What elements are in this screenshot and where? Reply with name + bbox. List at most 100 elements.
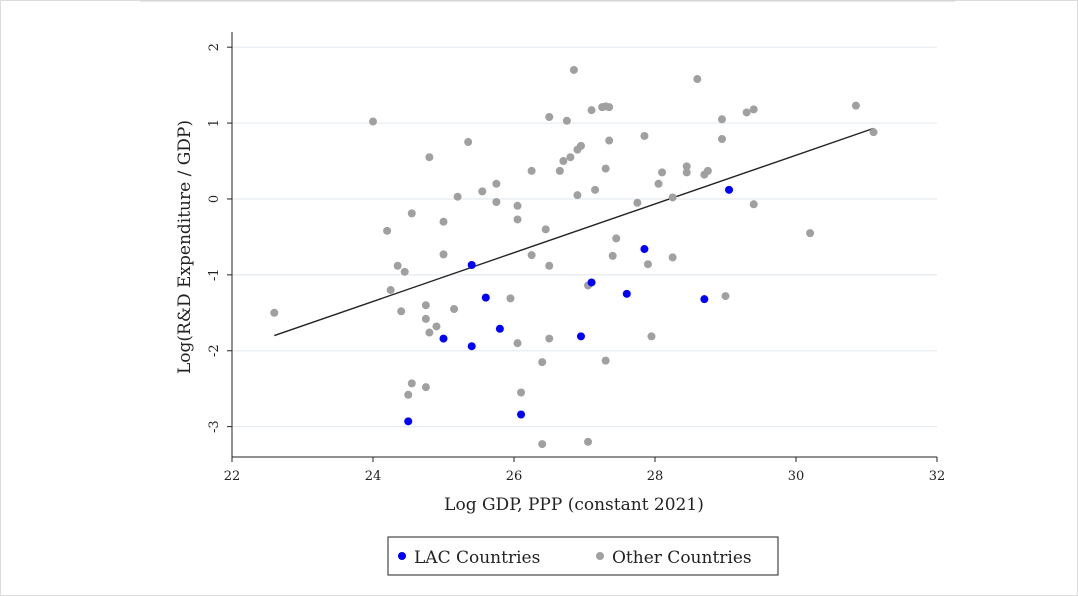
data-point-other	[749, 105, 758, 114]
data-point-other	[517, 388, 526, 397]
data-point-other	[605, 136, 614, 145]
data-point-other	[393, 261, 402, 270]
data-point-other	[612, 234, 621, 243]
x-tick-label: 26	[506, 469, 523, 484]
data-point-other	[407, 379, 416, 388]
data-point-other	[721, 292, 730, 301]
data-point-other	[559, 157, 568, 166]
data-point-other	[421, 301, 430, 310]
data-point-other	[545, 334, 554, 343]
data-point-other	[566, 153, 575, 162]
data-point-other	[605, 103, 614, 112]
legend-marker-other	[596, 552, 604, 560]
legend-marker-lac	[398, 552, 406, 560]
y-tick-label: 0	[207, 195, 222, 203]
data-point-other	[464, 138, 473, 147]
legend-box	[387, 536, 779, 576]
data-point-other	[383, 226, 392, 235]
data-point-other	[421, 314, 430, 323]
data-point-other	[527, 251, 536, 260]
legend: LAC Countries Other Countries	[387, 536, 779, 576]
data-point-other	[601, 356, 610, 365]
data-point-other	[601, 164, 610, 173]
data-point-lac	[467, 342, 476, 351]
data-point-other	[425, 328, 434, 337]
data-point-other	[538, 358, 547, 367]
data-point-other	[647, 332, 656, 341]
data-point-other	[608, 251, 617, 260]
data-point-other	[453, 192, 462, 201]
y-axis-title: Log(R&D Expenditure / GDP)	[175, 120, 195, 374]
data-point-other	[506, 294, 515, 303]
data-point-other	[386, 286, 395, 295]
data-point-other	[492, 179, 501, 188]
data-point-other	[541, 225, 550, 234]
data-point-other	[749, 200, 758, 209]
data-point-other	[587, 106, 596, 115]
data-point-other	[439, 250, 448, 259]
data-point-other	[668, 193, 677, 202]
x-tick-label: 28	[647, 469, 664, 484]
data-point-other	[668, 253, 677, 262]
data-point-lac	[587, 278, 596, 287]
data-point-lac	[495, 324, 504, 333]
data-points	[270, 65, 878, 449]
data-point-other	[717, 115, 726, 124]
data-point-other	[584, 437, 593, 446]
data-point-other	[397, 307, 406, 316]
legend-label-lac: LAC Countries	[414, 548, 540, 568]
legend-label-other: Other Countries	[612, 548, 752, 568]
data-point-other	[562, 116, 571, 125]
data-point-other	[513, 339, 522, 348]
data-point-other	[633, 198, 642, 207]
data-point-other	[439, 217, 448, 226]
x-tick-label: 24	[365, 469, 382, 484]
data-point-other	[545, 113, 554, 121]
data-point-other	[513, 201, 522, 210]
data-point-other	[869, 128, 878, 137]
data-point-other	[591, 185, 600, 194]
data-point-other	[270, 308, 279, 317]
data-point-other	[492, 198, 501, 206]
data-point-lac	[467, 260, 476, 269]
x-tick-label: 22	[224, 469, 241, 484]
y-tick-label: -2	[207, 344, 222, 357]
data-point-other	[654, 179, 663, 188]
grid-lines	[232, 46, 937, 428]
data-point-other	[545, 261, 554, 270]
data-point-other	[425, 153, 434, 162]
data-point-lac	[404, 417, 413, 426]
data-point-lac	[576, 332, 585, 341]
data-point-other	[576, 141, 585, 150]
data-point-other	[513, 215, 522, 224]
data-point-lac	[439, 334, 448, 343]
data-point-other	[658, 168, 667, 177]
data-point-other	[369, 117, 377, 126]
fit-line-group	[274, 127, 874, 337]
data-point-other	[851, 101, 860, 110]
data-point-other	[717, 135, 726, 144]
data-point-other	[742, 108, 751, 117]
data-point-other	[693, 75, 702, 84]
data-point-other	[640, 131, 649, 140]
data-point-lac	[640, 245, 649, 254]
x-axis-title: Log GDP, PPP (constant 2021)	[444, 495, 704, 515]
data-point-other	[400, 267, 409, 276]
data-point-other	[569, 65, 578, 74]
data-point-other	[432, 322, 441, 331]
data-point-other	[421, 383, 430, 392]
fit-line	[274, 127, 874, 337]
data-point-other	[682, 168, 691, 177]
data-point-other	[682, 162, 691, 171]
data-point-lac	[517, 410, 526, 419]
y-tick-label: 2	[207, 43, 222, 51]
data-point-other	[407, 209, 416, 218]
y-tick-label: 1	[207, 119, 222, 127]
x-tick-label: 30	[788, 469, 805, 484]
data-point-other	[450, 305, 459, 314]
data-point-lac	[725, 185, 734, 194]
data-point-other	[538, 440, 547, 449]
y-tick-label: -1	[207, 269, 222, 282]
